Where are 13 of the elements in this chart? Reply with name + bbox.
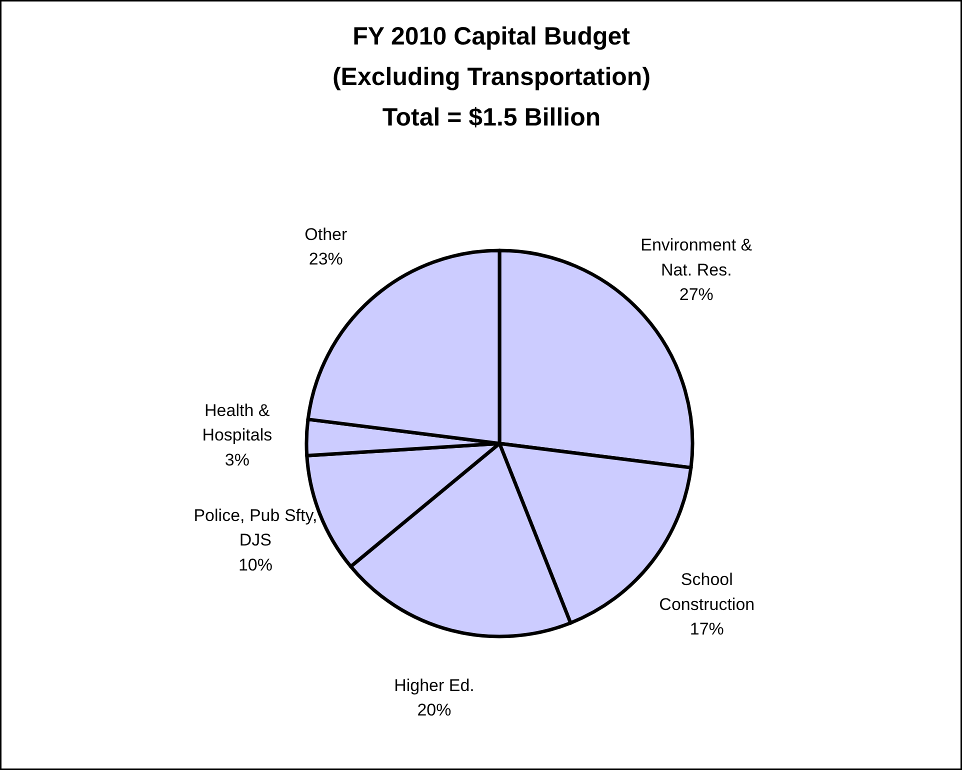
slice-label: Police, Pub Sfty, DJS: [194, 506, 318, 550]
data-label: 23%: [308, 249, 343, 268]
data-label: 17%: [690, 620, 724, 639]
data-label: 27%: [679, 285, 714, 304]
chart-title: FY 2010 Capital Budget (Excluding Transportation) Total = $1.5 Billion: [332, 22, 651, 132]
data-label: 10%: [238, 555, 272, 574]
slice-label: School Construction: [659, 570, 755, 614]
slice-label: Other: [304, 224, 348, 244]
slice-label: Health & Hospitals: [202, 401, 272, 445]
slice-label: Higher Ed.: [394, 676, 474, 695]
slice-label: Environment & Nat. Res.: [640, 236, 753, 280]
data-label: 3%: [224, 450, 250, 470]
data-label: 20%: [417, 700, 452, 720]
